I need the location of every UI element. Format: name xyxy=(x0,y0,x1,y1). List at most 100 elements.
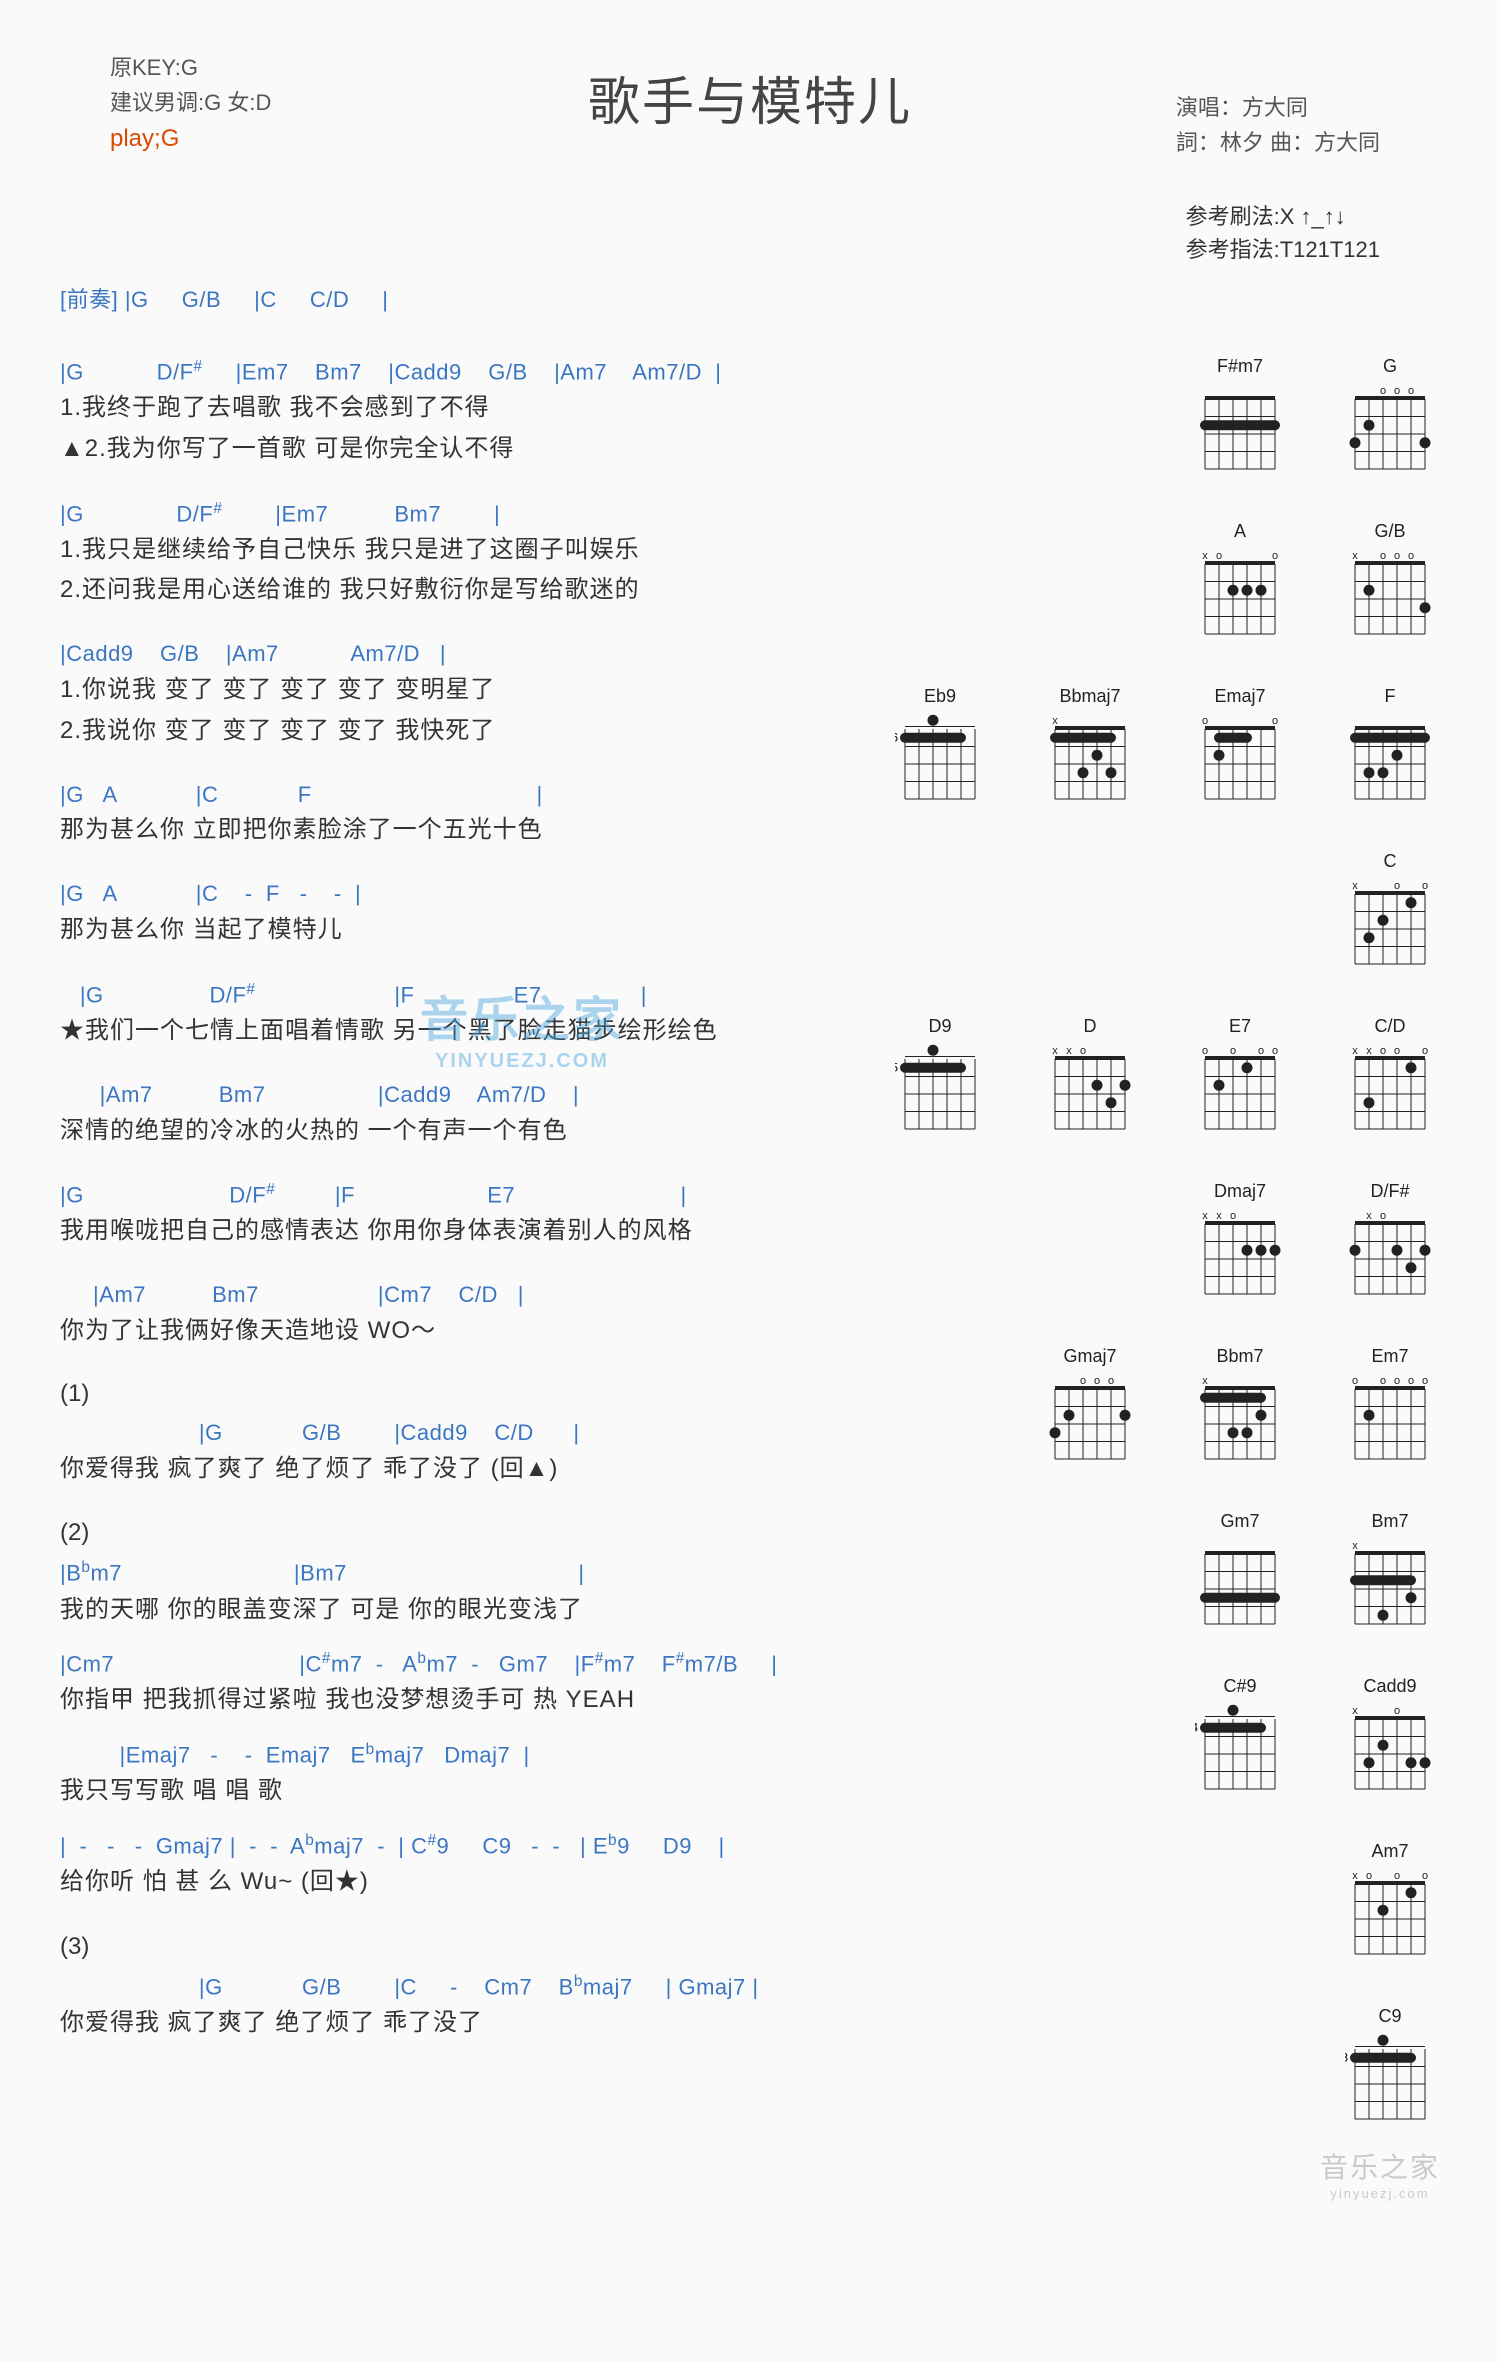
chord-diagram: Am7xooo xyxy=(1340,1841,1440,1966)
svg-text:o: o xyxy=(1394,550,1400,562)
svg-text:o: o xyxy=(1094,1375,1100,1387)
chord-diagram-label: Am7 xyxy=(1340,1841,1440,1862)
chord-grid: ooo xyxy=(1345,381,1435,481)
svg-text:o: o xyxy=(1380,1375,1386,1387)
svg-text:o: o xyxy=(1216,550,1222,562)
diagram-row: F#m7Gooo xyxy=(850,356,1440,481)
chord-grid: oooo xyxy=(1195,1041,1285,1141)
svg-text:x: x xyxy=(1202,550,1208,562)
lyric-block: |G A |C F | 那为甚么你 立即把你素脸涂了一个五光十色 xyxy=(60,780,830,852)
chord-line: |G G/B |Cadd9 C/D | xyxy=(60,1418,830,1449)
chord-diagram: Gmaj7ooo xyxy=(1040,1346,1140,1471)
suggested-key: 建议男调:G 女:D xyxy=(110,85,271,120)
chord-diagram-label: Emaj7 xyxy=(1190,686,1290,707)
svg-text:6: 6 xyxy=(895,730,898,744)
section-label: (1) xyxy=(60,1380,830,1408)
svg-text:o: o xyxy=(1080,1045,1086,1057)
chord-diagram: Eb9 6 xyxy=(890,686,990,811)
svg-text:o: o xyxy=(1422,1870,1428,1882)
chord-line: |Bbm7 |Bm7 | xyxy=(60,1557,830,1589)
lyric-line: ▲2.我为你写了一首歌 可是你完全认不得 xyxy=(60,429,830,470)
svg-text:o: o xyxy=(1230,1210,1236,1222)
intro-line: [前奏] |G G/B |C C/D | xyxy=(60,285,1440,316)
chord-diagram: Bbm7x xyxy=(1190,1346,1290,1471)
lyric-line: 我用喉咙把自己的感情表达 你用你身体表演着别人的风格 xyxy=(60,1211,830,1252)
svg-text:o: o xyxy=(1202,1045,1208,1057)
section-3: (3) |G G/B |C - Cm7 Bbmaj7 | Gmaj7 | 你爱得… xyxy=(60,1933,830,2044)
lyric-line: 2.我说你 变了 变了 变了 变了 我快死了 xyxy=(60,711,830,752)
reference-patterns: 参考刷法:X ↑_↑↓ 参考指法:T121T121 xyxy=(1186,200,1380,266)
chord-diagram: Gm7 xyxy=(1190,1511,1290,1636)
chord-line: |G G/B |C - Cm7 Bbmaj7 | Gmaj7 | xyxy=(60,1971,830,2003)
lyric-line: 1.我只是继续给予自己快乐 我只是进了这圈子叫娱乐 xyxy=(60,530,830,571)
chord-diagram-label: Dmaj7 xyxy=(1190,1181,1290,1202)
svg-text:x: x xyxy=(1202,1375,1208,1387)
credits: 演唱：方大同 詞：林夕 曲：方大同 xyxy=(1176,90,1380,160)
svg-text:o: o xyxy=(1108,1375,1114,1387)
svg-text:o: o xyxy=(1394,880,1400,892)
chord-grid: 5 xyxy=(895,1041,985,1141)
lyric-block: |Am7 Bm7 |Cadd9 Am7/D | 深情的绝望的冷冰的火热的 一个有… xyxy=(60,1080,830,1152)
chord-diagram-label: E7 xyxy=(1190,1016,1290,1037)
chord-diagram: Cxoo xyxy=(1340,851,1440,976)
chord-diagram-label: Eb9 xyxy=(890,686,990,707)
svg-text:o: o xyxy=(1394,1375,1400,1387)
chord-diagram: Bbmaj7x xyxy=(1040,686,1140,811)
section-label: (2) xyxy=(60,1519,830,1547)
chord-grid: xxooo xyxy=(1345,1041,1435,1141)
chord-diagram-label: C#9 xyxy=(1190,1676,1290,1697)
sheet-page: 原KEY:G 建议男调:G 女:D play;G 歌手与模特儿 演唱：方大同 詞… xyxy=(0,0,1500,2231)
footer-watermark: 音乐之家 yinyuezj.com xyxy=(1320,2146,1440,2201)
chord-grid: xooo xyxy=(1345,1866,1435,1966)
svg-text:x: x xyxy=(1352,1045,1358,1057)
chord-diagram: Bm7 x xyxy=(1340,1511,1440,1636)
lyric-line: 你为了让我俩好像天造地设 WO～ xyxy=(60,1311,830,1352)
chord-diagram: F#m7 xyxy=(1190,356,1290,481)
chord-diagram: G/Bxooo xyxy=(1340,521,1440,646)
svg-text:o: o xyxy=(1380,550,1386,562)
diagram-row: AxooG/Bxooo xyxy=(850,521,1440,646)
svg-text:x: x xyxy=(1352,1705,1358,1717)
chord-grid: xxo xyxy=(1045,1041,1135,1141)
svg-text:o: o xyxy=(1422,1375,1428,1387)
lyric-line: 我只写写歌 唱 唱 歌 xyxy=(60,1771,830,1812)
singer: 演唱：方大同 xyxy=(1176,90,1380,125)
svg-text:x: x xyxy=(1352,550,1358,562)
lyrics-column: |G D/F# |Em7 Bm7 |Cadd9 G/B |Am7 Am7/D |… xyxy=(60,356,830,2171)
diagram-row: Eb96Bbmaj7xEmaj7ooFCxoo xyxy=(850,686,1440,976)
diagrams-column: F#m7GoooAxooG/BxoooEb96Bbmaj7xEmaj7ooFCx… xyxy=(830,356,1440,2171)
svg-text:x: x xyxy=(1066,1045,1072,1057)
svg-text:4: 4 xyxy=(1195,1720,1198,1734)
svg-text:o: o xyxy=(1202,715,1208,727)
chord-diagram-label: D xyxy=(1040,1016,1140,1037)
svg-text:o: o xyxy=(1272,550,1278,562)
chord-grid: x xyxy=(1345,1536,1435,1636)
lyric-block: |G D/F# |Em7 Bm7 |Cadd9 G/B |Am7 Am7/D |… xyxy=(60,356,830,470)
main-area: |G D/F# |Em7 Bm7 |Cadd9 G/B |Am7 Am7/D |… xyxy=(60,356,1440,2171)
diagram-row: D95DxxoE7ooooC/Dxxooo xyxy=(850,1016,1440,1141)
lyric-line: 那为甚么你 立即把你素脸涂了一个五光十色 xyxy=(60,810,830,851)
svg-text:x: x xyxy=(1052,715,1058,727)
svg-text:x: x xyxy=(1352,880,1358,892)
chord-diagram-label: F#m7 xyxy=(1190,356,1290,377)
chord-grid: xo xyxy=(1345,1206,1435,1306)
svg-text:x: x xyxy=(1052,1045,1058,1057)
chord-grid: xoo xyxy=(1195,546,1285,646)
svg-text:x: x xyxy=(1352,1870,1358,1882)
chord-diagram: Emaj7 oo xyxy=(1190,686,1290,811)
chord-grid: oo xyxy=(1195,711,1285,811)
lyric-line: 1.我终于跑了去唱歌 我不会感到了不得 xyxy=(60,388,830,429)
chord-line: |Am7 Bm7 |Cm7 C/D | xyxy=(60,1280,830,1311)
chord-line: | - - - Gmaj7 | - - Abmaj7 - | C#9 C9 - … xyxy=(60,1830,830,1862)
chord-grid: 3 xyxy=(1345,2031,1435,2131)
chord-diagram-label: Bm7 xyxy=(1340,1511,1440,1532)
svg-text:o: o xyxy=(1422,880,1428,892)
chord-grid xyxy=(1195,381,1285,481)
chord-diagram-label: C/D xyxy=(1340,1016,1440,1037)
lyric-line: 你爱得我 疯了爽了 绝了烦了 乖了没了 (回▲) xyxy=(60,1449,830,1490)
diagram-row: Dmaj7xxoD/F#xo xyxy=(850,1181,1440,1306)
lyric-block: |G D/F# |F E7 |★我们一个七情上面唱着情歌 另一个黑了脸走猫步绘形… xyxy=(60,979,830,1052)
chord-line: |Am7 Bm7 |Cadd9 Am7/D | xyxy=(60,1080,830,1111)
svg-text:o: o xyxy=(1422,1045,1428,1057)
chord-diagram-label: Cadd9 xyxy=(1340,1676,1440,1697)
